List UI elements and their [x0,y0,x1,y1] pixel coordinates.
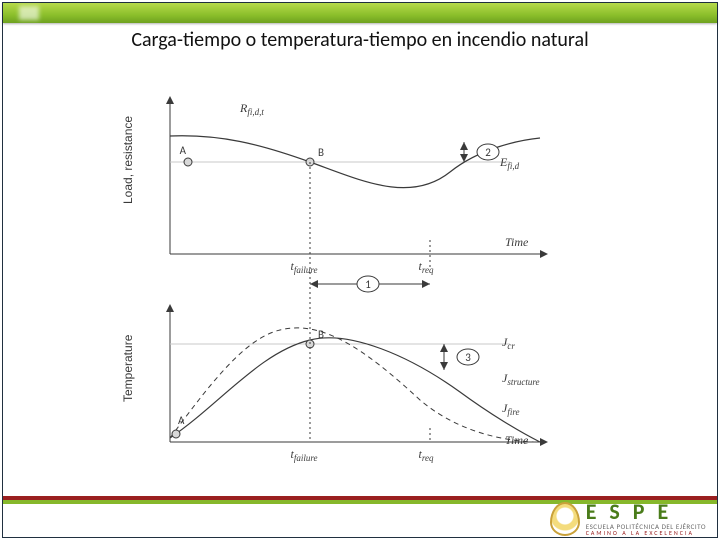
espe-logo: E S P E ESCUELA POLITÉCNICA DEL EJÉRCITO… [550,501,706,536]
diagram-container: Load, resistance Time Efi,d Rfi,d,t A B 2 Tempe… [110,84,610,464]
svg-text:A: A [180,144,187,157]
svg-text:tfailure: tfailure [290,259,317,275]
svg-text:2: 2 [485,146,491,159]
slide-title: Carga-tiempo o temperatura-tiempo en inc… [0,28,720,52]
svg-text:Time: Time [505,235,529,249]
logo-acronym: E S P E [586,501,706,523]
svg-text:A: A [178,414,185,427]
svg-text:B: B [318,328,324,341]
svg-text:Time: Time [505,433,529,447]
svg-text:Load, resistance: Load, resistance [121,116,135,204]
svg-text:Jcr: Jcr [502,335,515,351]
svg-text:Rfi,d,t: Rfi,d,t [239,101,264,117]
svg-text:B: B [318,146,324,159]
svg-text:Jstructure: Jstructure [502,371,540,387]
logo-line3: CAMINO A LA EXCELENCIA [586,530,706,536]
svg-text:Efi,d: Efi,d [499,155,520,171]
svg-text:treq: treq [418,259,434,275]
svg-text:3: 3 [465,351,471,364]
crest-icon [550,502,580,536]
svg-text:tfailure: tfailure [290,447,317,463]
header-bar [3,3,717,23]
svg-text:1: 1 [365,278,371,291]
svg-text:treq: treq [418,447,434,463]
svg-text:Temperature: Temperature [121,334,135,402]
svg-text:Jfire: Jfire [502,401,520,417]
